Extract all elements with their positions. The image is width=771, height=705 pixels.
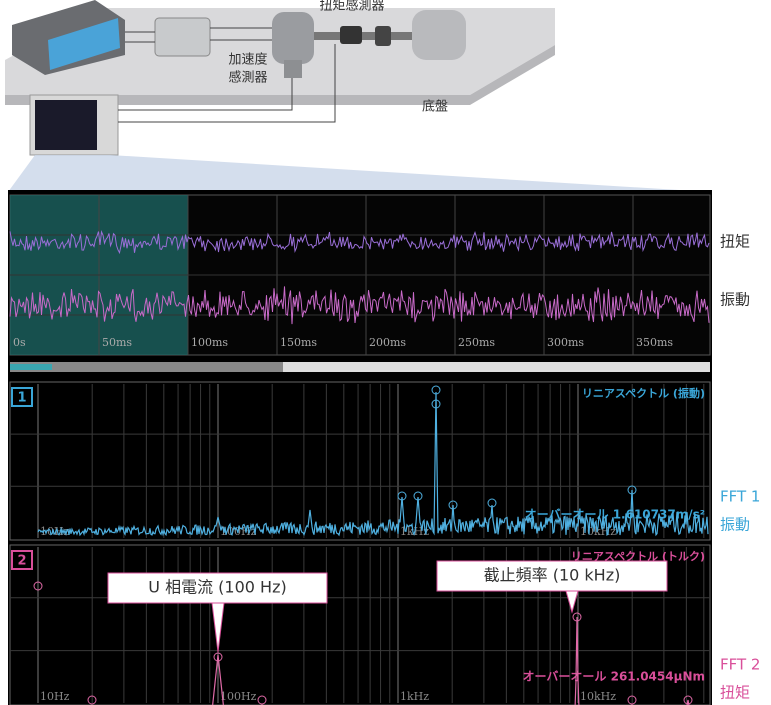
time-label: 300ms [547, 336, 584, 349]
shaft [314, 32, 414, 40]
waveform-trace [9, 230, 710, 255]
time-label: 0s [13, 336, 26, 349]
panel-index: 2 [17, 554, 26, 569]
callout-box [436, 560, 668, 592]
peak-marker [33, 581, 43, 591]
battery-cells [48, 18, 120, 70]
callout-text: U 相電流 (100 Hz) [148, 578, 286, 597]
freq-label: 100Hz [220, 690, 257, 703]
fft-side-label: 扭矩 [720, 684, 750, 702]
channel-label: 扭矩 [720, 233, 750, 251]
panel-index-box [11, 550, 33, 570]
fft1-area [9, 381, 711, 541]
peak-marker [87, 695, 97, 705]
motor [272, 12, 314, 64]
time-label: 150ms [280, 336, 317, 349]
peak-marker [448, 500, 458, 510]
time-label: 50ms [102, 336, 132, 349]
peak-marker [413, 491, 423, 501]
peak-marker [431, 399, 441, 409]
spectrum-trace [37, 391, 709, 537]
channel-label: 振動 [720, 291, 750, 309]
peak-marker [487, 498, 497, 508]
freq-label: 10Hz [40, 525, 70, 538]
time-label: 200ms [369, 336, 406, 349]
fft-side-label: FFT 1 [720, 488, 760, 506]
zoom-projection [8, 155, 712, 192]
load-motor [412, 10, 466, 60]
peak-marker [213, 652, 223, 662]
accel-sensor-label: 加速度 [228, 52, 267, 68]
torque-sensor-label: 扭矩感測器 [319, 0, 384, 14]
freq-label: 10kHz [580, 690, 616, 703]
inverter [154, 17, 211, 57]
panel-title: リニアスペクトル (振動) [582, 386, 705, 400]
fft-side-label: FFT 2 [720, 656, 760, 674]
peak-marker [627, 485, 637, 495]
overall-value: オーバーオール 261.0454μNm [523, 670, 705, 684]
dynamic-layer: 0s 50ms 100ms 150ms 200ms 250ms 300ms 350ms 10Hz… [9, 195, 710, 705]
cable [118, 78, 293, 111]
panel-index: 1 [17, 391, 26, 406]
time-label: 100ms [191, 336, 228, 349]
chassis-label: 底盤 [422, 99, 448, 115]
peak-marker [397, 491, 407, 501]
peak-marker [627, 695, 637, 705]
callout-pointer [211, 602, 225, 653]
callout-text: 截止頻率 (10 kHz) [484, 566, 621, 585]
scrollbar-position [10, 364, 52, 370]
cable [118, 44, 336, 123]
peak-marker [431, 385, 441, 395]
accel-sensor [284, 60, 302, 78]
freq-label: 10Hz [40, 690, 70, 703]
recorder-screen [35, 100, 97, 150]
freq-label: 1kHz [400, 690, 429, 703]
peak-marker [572, 612, 582, 622]
time-label: 250ms [458, 336, 495, 349]
waveform-trace [9, 286, 710, 325]
peak-marker [257, 695, 267, 705]
scrollbar [10, 362, 710, 372]
accel-sensor-label: 感測器 [228, 70, 267, 86]
peak-marker [683, 695, 693, 705]
callout-box [107, 572, 328, 604]
panel-title: リニアスペクトル (トルク) [571, 550, 705, 563]
fft-side-label: 振動 [720, 516, 750, 534]
scrollbar-thumb [10, 362, 283, 372]
time-label: 350ms [636, 336, 673, 349]
panel-index-box [11, 387, 33, 407]
callout-pointer [565, 590, 579, 614]
torque-sensor [340, 26, 362, 44]
coupling [375, 26, 391, 46]
